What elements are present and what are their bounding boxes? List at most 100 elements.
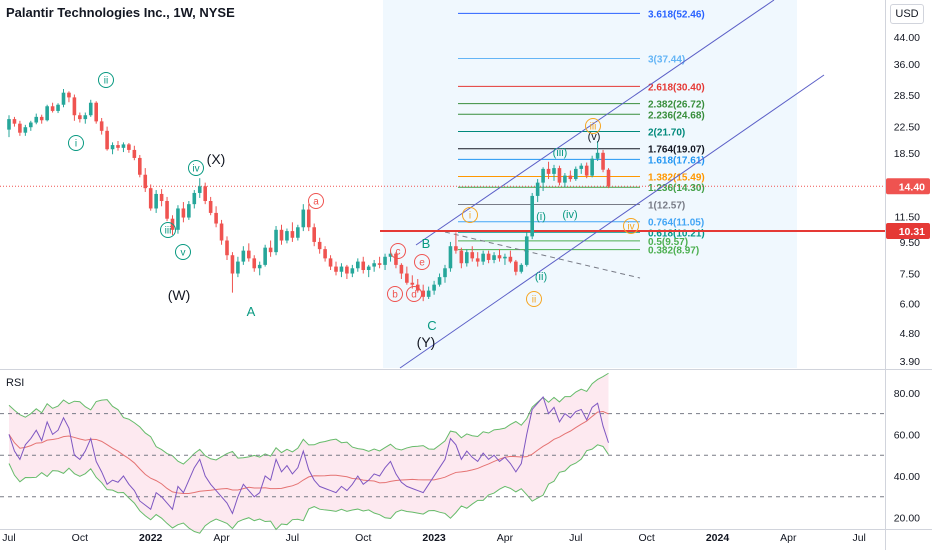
wave-label-c: C: [427, 318, 436, 333]
wave-label-iii: iii: [160, 222, 176, 238]
candle-body: [356, 261, 360, 269]
candle-body: [606, 169, 611, 187]
candle-body: [535, 182, 540, 196]
rsi-line: [8, 395, 609, 515]
time-tick-label: 2023: [422, 532, 446, 544]
wave-label-i-orange: i: [462, 207, 478, 223]
time-tick-label: Jul: [286, 532, 299, 544]
candle-body: [279, 229, 284, 241]
candle-body: [481, 253, 485, 262]
currency-selector-button[interactable]: USD: [890, 4, 924, 24]
fib-level-label: 3(37.44): [648, 55, 685, 66]
candle-body: [432, 284, 436, 291]
candle-body: [116, 145, 120, 148]
wave-label-i-ring: [68, 135, 84, 151]
candle-body: [61, 92, 66, 105]
candle-body: [541, 168, 545, 183]
wave-label-ii-orange-text: ii: [532, 295, 536, 306]
chart-title: Palantir Technologies Inc., 1W, NYSE: [6, 5, 235, 20]
candle-body: [503, 256, 507, 259]
current-price-badge-bg: [886, 178, 930, 195]
candle-body: [192, 192, 197, 205]
candle-body: [274, 229, 278, 253]
wave-label-iii-text: iii: [165, 226, 172, 237]
candle-body: [72, 97, 77, 116]
wave-label-sub-iii: (iii): [553, 147, 568, 159]
candle-body: [12, 119, 17, 124]
candle-body: [595, 152, 600, 159]
candle-body: [94, 102, 98, 122]
candle-body: [7, 119, 11, 130]
wave-label-iv-orange-ring: [623, 218, 639, 234]
candle-body: [67, 92, 71, 98]
candle-body: [350, 268, 355, 274]
candle-body: [99, 121, 104, 131]
price-tick-label: 22.50: [894, 122, 920, 134]
candle-body: [323, 249, 327, 259]
candle-body: [552, 168, 556, 174]
candle-body: [470, 252, 475, 259]
wave-label-iii-orange: iii: [585, 118, 601, 134]
candle-body: [132, 149, 137, 158]
candle-body: [34, 116, 39, 123]
candle-body: [268, 247, 273, 253]
fib-level-label: 0.382(8.97): [648, 246, 699, 257]
price-tick-label: 28.50: [894, 90, 920, 102]
wave-label-y: (Y): [417, 334, 436, 350]
wave-label-i: i: [68, 135, 84, 151]
candle-body: [410, 282, 415, 285]
candle-body: [339, 266, 344, 272]
candle-body: [437, 277, 442, 285]
fib-level-label: 1(12.57): [648, 200, 685, 211]
candle-body: [219, 223, 224, 241]
time-tick-label: 2024: [706, 532, 730, 544]
candle-body: [312, 227, 316, 242]
fib-level-label: 2.236(24.68): [648, 110, 705, 121]
wave-label-d-red: d: [406, 286, 422, 302]
rsi-indicator-label: RSI: [6, 377, 25, 389]
candle-body: [372, 263, 376, 267]
candle-body: [459, 250, 464, 264]
candle-body: [230, 255, 235, 274]
price-tick-label: 44.00: [894, 32, 920, 44]
candle-body: [557, 168, 562, 183]
candle-body: [203, 186, 207, 202]
candle-body: [497, 255, 502, 259]
wave-label-d-red-ring: [406, 286, 422, 302]
candle-body: [399, 264, 404, 274]
fib-level-label: 2(21.70): [648, 127, 685, 138]
candle-body: [247, 250, 251, 259]
candle-body: [443, 268, 447, 278]
candle-body: [181, 208, 186, 218]
dashed-trendline: [444, 231, 641, 279]
candle-body: [187, 204, 191, 218]
wave-label-a-red-text: a: [313, 197, 319, 208]
wave-label-iv-orange-text: iv: [627, 222, 634, 233]
candle-body: [154, 193, 158, 209]
candle-body: [546, 168, 551, 174]
wave-label-w: (W): [168, 287, 191, 303]
candle-body: [39, 116, 44, 121]
fib-level-label: 0.5(9.57): [648, 237, 688, 248]
wave-label-ii-ring: [98, 72, 114, 88]
candle-body: [241, 250, 246, 262]
fib-level-label: 1.764(19.07): [648, 145, 705, 156]
time-tick-label: Jul: [852, 532, 865, 544]
candle-body: [579, 165, 584, 169]
candle-body: [388, 253, 393, 257]
candle-body: [50, 106, 55, 111]
time-tick-label: Apr: [497, 532, 514, 544]
candle-body: [514, 261, 518, 272]
current-price-badge-text: 14.40: [899, 181, 925, 193]
wave-label-sub-iv: (iv): [562, 209, 577, 221]
candle-body: [306, 209, 311, 228]
fib-level-label: 3.618(52.46): [648, 9, 705, 20]
candle-body: [465, 252, 469, 264]
candle-body: [290, 231, 295, 238]
candle-body: [524, 236, 529, 265]
time-tick-label: Oct: [72, 532, 88, 544]
candle-body: [492, 255, 496, 260]
candle-body: [143, 174, 148, 189]
candle-body: [334, 266, 338, 272]
